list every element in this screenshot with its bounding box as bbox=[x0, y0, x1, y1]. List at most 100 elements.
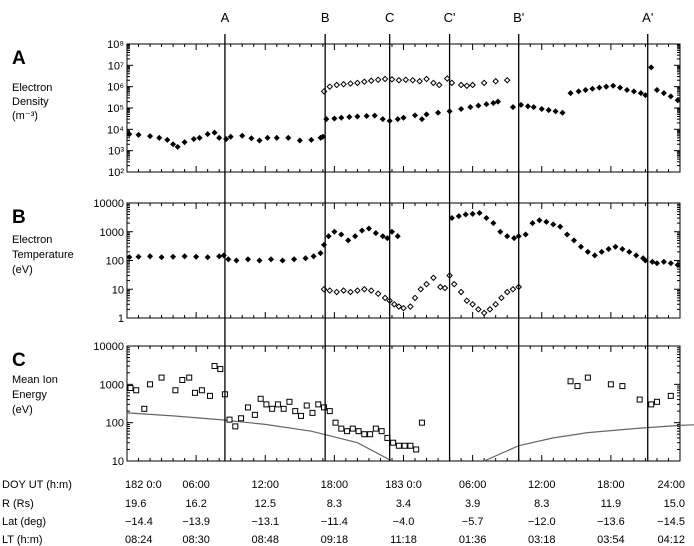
data-point bbox=[607, 381, 614, 388]
data-point bbox=[557, 223, 564, 230]
data-point bbox=[302, 255, 309, 262]
data-point bbox=[338, 425, 345, 432]
footer-table: DOY UT (h:m) R (Rs) Lat (deg) LT (h:m) 182 0… bbox=[2, 479, 685, 546]
data-point bbox=[574, 383, 581, 390]
data-point bbox=[320, 88, 328, 95]
data-point bbox=[486, 306, 494, 313]
data-point bbox=[251, 411, 258, 418]
data-point bbox=[637, 90, 644, 97]
event-label: A bbox=[221, 10, 230, 25]
data-point bbox=[320, 241, 328, 248]
data-point bbox=[191, 389, 198, 396]
data-point bbox=[361, 78, 368, 86]
footer-value: 8.3 bbox=[327, 498, 342, 510]
data-point bbox=[503, 288, 511, 296]
data-point bbox=[227, 133, 234, 140]
data-point bbox=[347, 288, 354, 296]
data-point bbox=[630, 88, 637, 95]
y-tick-label: 10⁴ bbox=[107, 124, 124, 136]
data-point bbox=[584, 248, 591, 255]
data-point bbox=[469, 81, 476, 89]
data-point bbox=[626, 248, 633, 255]
panel-b: B Electron Temperature (eV) 1 10 100 1000 10000 bbox=[12, 198, 681, 325]
data-point bbox=[372, 230, 379, 237]
data-point bbox=[315, 401, 322, 408]
data-point bbox=[367, 287, 375, 294]
data-point bbox=[649, 258, 656, 265]
data-point bbox=[653, 86, 660, 93]
footer-value: 12:00 bbox=[528, 479, 556, 491]
data-point bbox=[286, 398, 293, 405]
data-point bbox=[338, 231, 345, 238]
data-point bbox=[186, 374, 193, 381]
data-point bbox=[596, 84, 603, 91]
data-point bbox=[522, 231, 529, 238]
y-axis-label: (m⁻³) bbox=[12, 110, 38, 122]
data-point bbox=[418, 419, 425, 426]
data-point bbox=[331, 115, 338, 122]
data-point bbox=[407, 442, 414, 449]
data-point bbox=[361, 431, 368, 438]
y-tick-label: 1000 bbox=[100, 379, 124, 391]
data-point bbox=[418, 116, 425, 123]
y-axis-label: Density bbox=[12, 96, 49, 108]
panel-a: A Electron Density (m⁻³) 10² 10³ 10⁴ 10⁵ 10⁶ 10⁷ 1… bbox=[12, 39, 681, 179]
event-label: C bbox=[385, 10, 394, 25]
data-point bbox=[530, 104, 537, 111]
data-point bbox=[378, 428, 385, 435]
data-point bbox=[390, 439, 397, 446]
y-axis-label: (eV) bbox=[12, 404, 33, 416]
data-point bbox=[584, 374, 591, 381]
data-point bbox=[401, 442, 408, 449]
data-point bbox=[667, 93, 674, 100]
data-point bbox=[395, 303, 403, 310]
data-point bbox=[407, 303, 414, 310]
footer-value: 24:00 bbox=[657, 479, 685, 491]
footer-value: −13.1 bbox=[251, 516, 279, 528]
data-point bbox=[469, 300, 476, 308]
data-point bbox=[279, 257, 286, 264]
data-point bbox=[263, 401, 270, 408]
footer-value: 03:18 bbox=[528, 534, 556, 546]
y-tick-label: 10⁷ bbox=[108, 60, 124, 72]
data-point bbox=[156, 134, 163, 141]
footer-value: 15.0 bbox=[664, 498, 685, 510]
data-point bbox=[338, 114, 345, 121]
data-point bbox=[648, 401, 655, 408]
data-point bbox=[326, 408, 333, 415]
data-point bbox=[297, 412, 304, 419]
y-tick-label: 100 bbox=[106, 418, 124, 430]
data-point bbox=[577, 243, 584, 250]
data-point bbox=[225, 256, 232, 263]
data-point bbox=[498, 294, 505, 302]
data-point bbox=[610, 82, 617, 89]
data-point bbox=[354, 287, 361, 294]
model-curve bbox=[126, 412, 393, 462]
data-point bbox=[344, 428, 351, 435]
data-point bbox=[135, 253, 142, 260]
footer-value: −14.4 bbox=[125, 516, 153, 528]
data-point bbox=[567, 90, 574, 97]
footer-value: −11.4 bbox=[321, 516, 348, 528]
event-label: A' bbox=[642, 10, 653, 25]
data-point bbox=[430, 79, 437, 87]
data-point bbox=[462, 211, 469, 218]
data-point bbox=[217, 366, 224, 373]
data-point bbox=[504, 233, 511, 240]
data-point bbox=[340, 80, 347, 88]
data-point bbox=[345, 237, 352, 244]
data-point bbox=[349, 425, 356, 432]
data-point bbox=[441, 284, 449, 292]
data-point bbox=[223, 136, 230, 143]
data-point bbox=[273, 134, 280, 141]
data-point bbox=[538, 105, 545, 113]
data-point bbox=[416, 77, 423, 85]
data-point bbox=[135, 131, 142, 138]
data-point bbox=[633, 252, 640, 259]
data-point bbox=[352, 233, 359, 240]
data-point bbox=[127, 385, 134, 392]
data-point bbox=[476, 209, 483, 216]
footer-row-label: LT (h:m) bbox=[2, 534, 43, 546]
data-point bbox=[674, 261, 681, 268]
